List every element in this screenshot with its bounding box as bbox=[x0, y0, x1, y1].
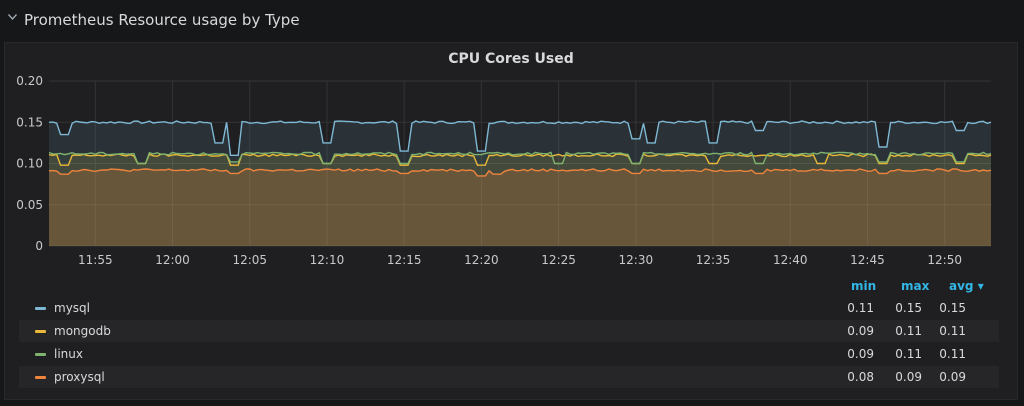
x-tick-label: 12:45 bbox=[850, 253, 885, 267]
legend-row-linux[interactable]: linux 0.09 0.11 0.11 bbox=[19, 343, 999, 365]
x-tick-label: 12:10 bbox=[310, 253, 345, 267]
x-tick-label: 12:05 bbox=[232, 253, 267, 267]
x-tick-label: 12:25 bbox=[541, 253, 576, 267]
series-avg: 0.11 bbox=[939, 347, 966, 361]
y-tick-label: 0.15 bbox=[16, 115, 43, 129]
series-name[interactable]: linux bbox=[54, 347, 83, 361]
x-tick-label: 12:15 bbox=[387, 253, 422, 267]
series-min: 0.11 bbox=[847, 301, 874, 315]
legend-row-proxysql[interactable]: proxysql 0.08 0.09 0.09 bbox=[19, 366, 999, 388]
x-tick-label: 12:00 bbox=[155, 253, 190, 267]
series-max: 0.11 bbox=[895, 324, 922, 338]
series-max: 0.15 bbox=[895, 301, 922, 315]
series-avg: 0.11 bbox=[939, 324, 966, 338]
series-min: 0.09 bbox=[847, 347, 874, 361]
y-tick-label: 0 bbox=[35, 239, 43, 253]
series-avg: 0.09 bbox=[939, 370, 966, 384]
series-max: 0.09 bbox=[895, 370, 922, 384]
legend-header-avg[interactable]: avg ▾ bbox=[949, 279, 984, 293]
series-line-mongodb bbox=[48, 153, 992, 166]
series-avg: 0.15 bbox=[939, 301, 966, 315]
series-swatch[interactable] bbox=[35, 307, 46, 310]
series-name[interactable]: proxysql bbox=[54, 370, 105, 384]
legend-header-min[interactable]: min bbox=[851, 279, 877, 293]
series-name[interactable]: mysql bbox=[54, 301, 90, 315]
series-area-linux bbox=[49, 152, 991, 246]
chevron-down-icon[interactable] bbox=[8, 14, 17, 22]
y-tick-label: 0.10 bbox=[16, 157, 43, 171]
series-swatch[interactable] bbox=[35, 353, 46, 356]
series-name[interactable]: mongodb bbox=[54, 324, 111, 338]
legend-row-mongodb[interactable]: mongodb 0.09 0.11 0.11 bbox=[19, 320, 999, 342]
x-tick-label: 12:35 bbox=[696, 253, 731, 267]
series-area-mysql bbox=[49, 121, 991, 246]
legend-row-mysql[interactable]: mysql 0.11 0.15 0.15 bbox=[19, 297, 999, 319]
series-line-proxysql bbox=[48, 168, 992, 177]
y-tick-label: 0.20 bbox=[16, 74, 43, 88]
x-tick-label: 11:55 bbox=[78, 253, 113, 267]
series-area-proxysql bbox=[49, 168, 991, 246]
series-min: 0.09 bbox=[847, 324, 874, 338]
x-tick-label: 12:30 bbox=[619, 253, 654, 267]
cpu-chart[interactable]: 0 0.05 0.10 0.15 0.20 11:55 12:00 12:05 12:10 12:… bbox=[5, 43, 1017, 279]
graph-panel: 0 0.05 0.10 0.15 0.20 11:55 12:00 12:05 12:10 12:… bbox=[4, 42, 1018, 400]
series-swatch[interactable] bbox=[35, 376, 46, 379]
row-title: Prometheus Resource usage by Type bbox=[24, 11, 300, 29]
series-line-linux bbox=[48, 151, 992, 165]
x-tick-label: 12:20 bbox=[464, 253, 499, 267]
series-max: 0.11 bbox=[895, 347, 922, 361]
y-tick-label: 0.05 bbox=[16, 198, 43, 212]
series-area-mongodb bbox=[49, 154, 991, 246]
series-swatch[interactable] bbox=[35, 330, 46, 333]
panel-title[interactable]: CPU Cores Used bbox=[448, 51, 574, 67]
legend-header-max[interactable]: max bbox=[901, 279, 930, 293]
series-min: 0.08 bbox=[847, 370, 874, 384]
series-line-mysql bbox=[48, 120, 992, 156]
x-tick-label: 12:40 bbox=[773, 253, 808, 267]
row-header[interactable]: Prometheus Resource usage by Type bbox=[0, 0, 1024, 40]
x-tick-label: 12:50 bbox=[927, 253, 962, 267]
